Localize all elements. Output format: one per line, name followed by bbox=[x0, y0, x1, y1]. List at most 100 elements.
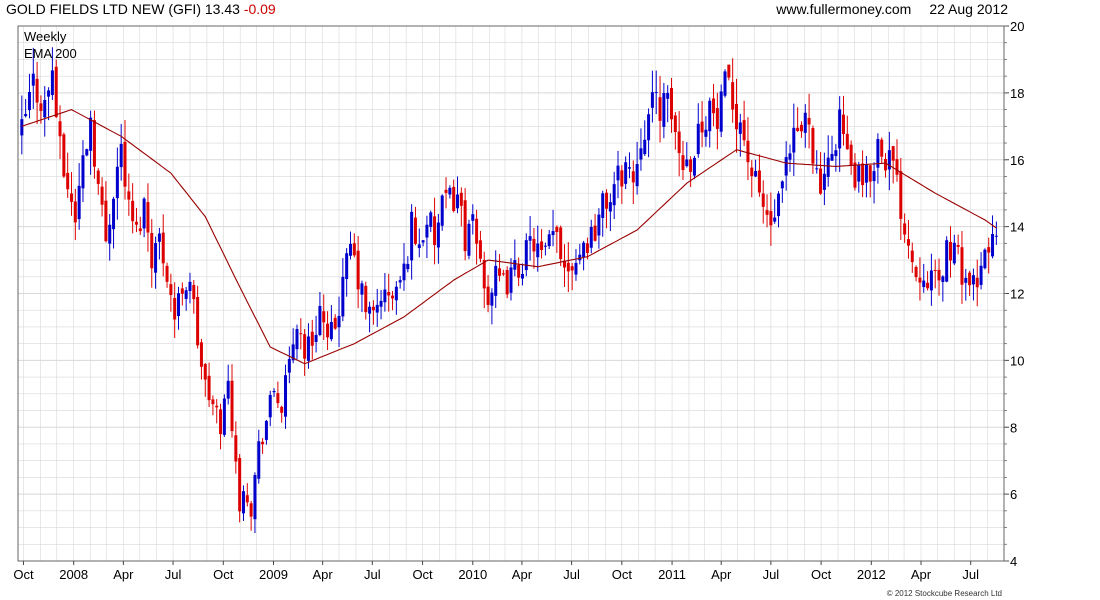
candle-body bbox=[884, 159, 888, 171]
site-link[interactable]: www.fullermoney.com bbox=[776, 1, 912, 17]
candle-body bbox=[272, 390, 276, 393]
weekly-candles bbox=[20, 47, 998, 534]
candle-body bbox=[654, 92, 658, 94]
y-tick-label: 12 bbox=[1010, 287, 1024, 302]
candle-body bbox=[494, 265, 498, 296]
candle-body bbox=[253, 475, 257, 520]
candle-body bbox=[520, 273, 524, 279]
candle-body bbox=[643, 139, 647, 155]
candle-body bbox=[169, 284, 173, 295]
candle-body bbox=[203, 364, 207, 380]
x-tick-label: 2009 bbox=[259, 567, 288, 582]
candle-body bbox=[180, 288, 184, 294]
candle-body bbox=[440, 195, 444, 226]
candle-body bbox=[188, 281, 192, 291]
candle-body bbox=[811, 128, 815, 164]
candle-body bbox=[585, 243, 589, 253]
candle-body bbox=[540, 241, 544, 250]
candle-body bbox=[853, 162, 857, 188]
candle-body bbox=[284, 375, 288, 417]
candle-body bbox=[245, 495, 249, 503]
candle-body bbox=[50, 70, 54, 96]
candle-body bbox=[987, 247, 991, 253]
candle-body bbox=[574, 262, 578, 275]
candle-body bbox=[815, 168, 819, 170]
candle-body bbox=[704, 129, 708, 137]
candle-body bbox=[268, 394, 272, 418]
candle-body bbox=[876, 139, 880, 168]
candle-body bbox=[62, 134, 66, 177]
candle-body bbox=[647, 114, 651, 141]
candle-body bbox=[341, 276, 345, 317]
candle-body bbox=[413, 217, 417, 244]
candle-body bbox=[173, 298, 177, 320]
candle-body bbox=[750, 167, 754, 177]
x-tick-label: Apr bbox=[313, 567, 334, 582]
candle-body bbox=[666, 92, 670, 99]
candle-body bbox=[631, 171, 635, 183]
candle-body bbox=[616, 165, 620, 181]
candle-body bbox=[241, 491, 245, 514]
candle-body bbox=[364, 285, 368, 313]
candle-body bbox=[146, 202, 150, 233]
candle-body bbox=[348, 243, 352, 256]
candle-body bbox=[478, 240, 482, 259]
candle-body bbox=[960, 247, 964, 285]
candle-body bbox=[326, 323, 330, 338]
candle-body bbox=[830, 153, 834, 161]
candle-body bbox=[819, 168, 823, 194]
candle-body bbox=[219, 409, 223, 435]
candle-body bbox=[314, 334, 318, 342]
candle-body bbox=[356, 250, 360, 290]
date-axis: Oct 2008 Apr Jul Oct 2009 Apr Jul Oct 2010 Apr Jul O… bbox=[13, 561, 979, 582]
candle-body bbox=[27, 92, 31, 111]
candle-body bbox=[689, 159, 693, 172]
candle-body bbox=[681, 155, 685, 170]
candle-body bbox=[498, 268, 502, 276]
candle-body bbox=[238, 457, 242, 512]
candle-body bbox=[505, 270, 509, 295]
candle-body bbox=[89, 117, 93, 151]
candle-body bbox=[20, 119, 24, 136]
candle-body bbox=[627, 167, 631, 169]
candle-body bbox=[108, 224, 112, 244]
candle-body bbox=[708, 100, 712, 132]
candle-body bbox=[345, 253, 349, 280]
candle-body bbox=[719, 91, 723, 132]
candle-body bbox=[276, 393, 280, 404]
x-tick-label: Oct bbox=[612, 567, 633, 582]
y-tick-label: 10 bbox=[1010, 353, 1024, 368]
candle-body bbox=[834, 150, 838, 157]
x-tick-label: Apr bbox=[113, 567, 134, 582]
candle-body bbox=[742, 120, 746, 141]
candle-body bbox=[142, 198, 146, 229]
candle-body bbox=[92, 120, 96, 167]
candle-body bbox=[157, 233, 161, 242]
candle-body bbox=[929, 270, 933, 291]
candle-body bbox=[799, 124, 803, 132]
candle-body bbox=[310, 331, 314, 346]
candle-body bbox=[964, 277, 968, 283]
candle-body bbox=[234, 435, 238, 462]
candle-body bbox=[906, 239, 910, 246]
candle-body bbox=[670, 87, 674, 120]
candle-body bbox=[417, 244, 421, 249]
candle-body bbox=[475, 218, 479, 244]
candle-body bbox=[192, 284, 196, 300]
candle-body bbox=[696, 123, 700, 155]
candle-body bbox=[861, 163, 865, 186]
candle-body bbox=[154, 243, 158, 273]
candle-body bbox=[601, 193, 605, 218]
candle-body bbox=[425, 224, 429, 238]
candle-body bbox=[100, 186, 104, 205]
candle-body bbox=[517, 264, 521, 278]
x-tick-label: Jul bbox=[563, 567, 580, 582]
candle-body bbox=[467, 223, 471, 256]
candle-body bbox=[639, 148, 643, 160]
candle-body bbox=[196, 296, 200, 346]
candle-body bbox=[891, 146, 895, 161]
candle-body bbox=[264, 420, 268, 440]
candle-body bbox=[333, 317, 337, 329]
candle-body bbox=[215, 405, 219, 408]
